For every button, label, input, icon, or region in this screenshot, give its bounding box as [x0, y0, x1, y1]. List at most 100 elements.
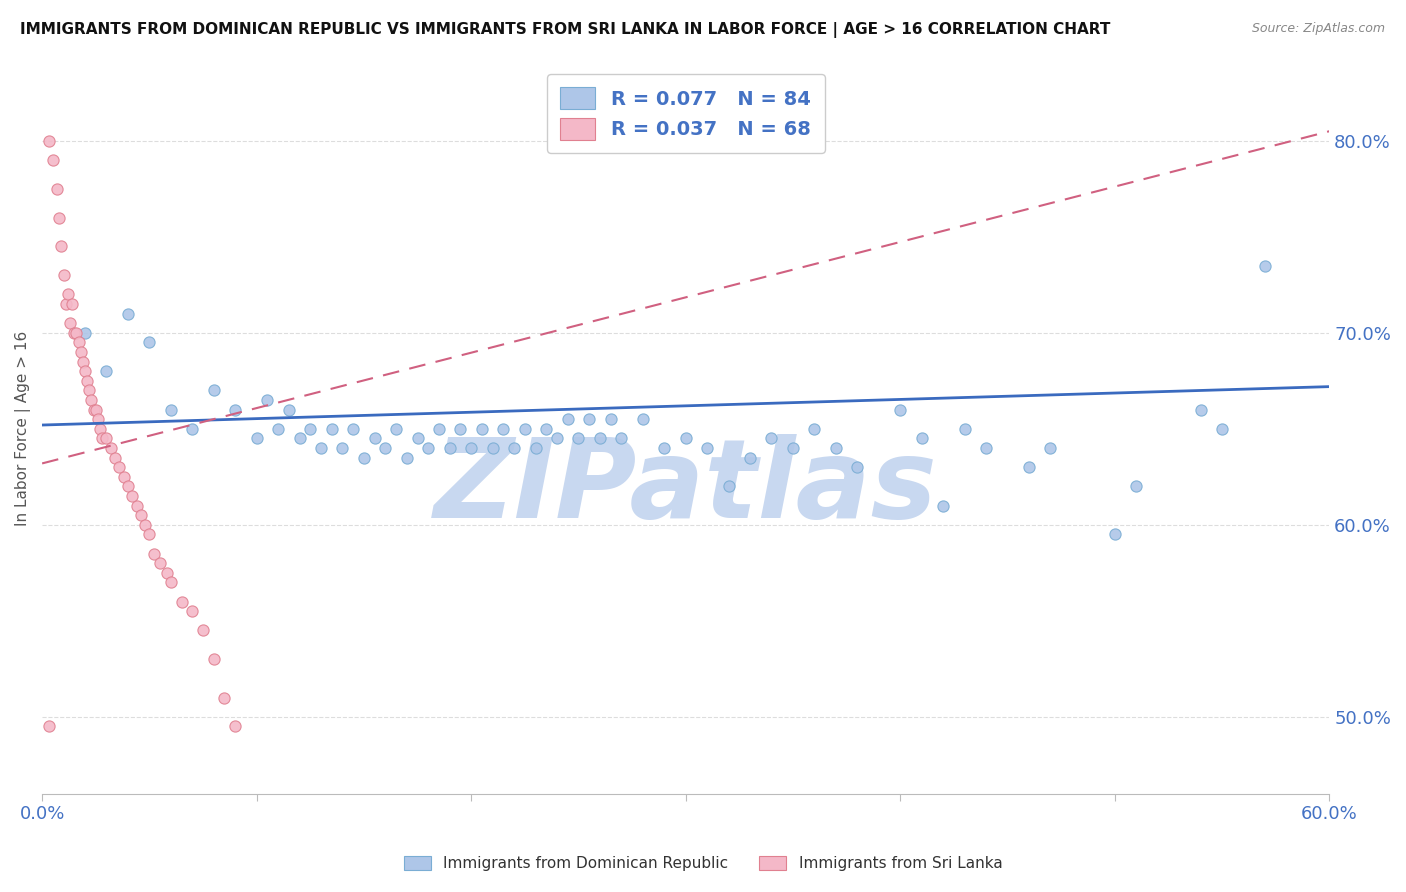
- Point: [589, 432, 612, 446]
- Point: [652, 441, 675, 455]
- Point: [536, 422, 558, 436]
- Point: [439, 441, 461, 455]
- Point: [1211, 422, 1233, 436]
- Point: [675, 432, 697, 446]
- Point: [104, 450, 127, 465]
- Point: [546, 432, 568, 446]
- Point: [79, 384, 101, 398]
- Point: [73, 364, 96, 378]
- Text: Source: ZipAtlas.com: Source: ZipAtlas.com: [1251, 22, 1385, 36]
- Point: [84, 402, 107, 417]
- Point: [80, 393, 103, 408]
- Point: [557, 412, 579, 426]
- Point: [460, 441, 482, 455]
- Point: [67, 335, 90, 350]
- Legend: Immigrants from Dominican Republic, Immigrants from Sri Lanka: Immigrants from Dominican Republic, Immi…: [398, 850, 1008, 877]
- Point: [56, 287, 79, 301]
- Point: [599, 412, 621, 426]
- Point: [89, 422, 111, 436]
- Point: [824, 441, 846, 455]
- Point: [108, 460, 131, 475]
- Point: [427, 422, 450, 436]
- Point: [395, 450, 418, 465]
- Text: ZIPatlas: ZIPatlas: [434, 434, 938, 541]
- Point: [246, 432, 269, 446]
- Point: [159, 402, 181, 417]
- Point: [567, 432, 589, 446]
- Point: [46, 182, 69, 196]
- Point: [803, 422, 825, 436]
- Point: [332, 441, 354, 455]
- Point: [129, 508, 152, 523]
- Point: [631, 412, 654, 426]
- Point: [224, 719, 246, 733]
- Point: [48, 211, 70, 225]
- Point: [155, 566, 177, 580]
- Point: [717, 479, 740, 493]
- Point: [138, 335, 160, 350]
- Point: [256, 393, 278, 408]
- Point: [191, 624, 214, 638]
- Point: [65, 326, 87, 340]
- Point: [1018, 460, 1040, 475]
- Point: [761, 432, 783, 446]
- Point: [38, 134, 60, 148]
- Point: [481, 441, 503, 455]
- Point: [117, 307, 139, 321]
- Point: [52, 268, 75, 283]
- Point: [288, 432, 311, 446]
- Point: [202, 652, 225, 666]
- Point: [309, 441, 332, 455]
- Point: [138, 527, 160, 541]
- Point: [149, 556, 172, 570]
- Point: [125, 499, 148, 513]
- Point: [363, 432, 385, 446]
- Point: [59, 316, 82, 330]
- Point: [471, 422, 494, 436]
- Point: [974, 441, 997, 455]
- Point: [142, 547, 165, 561]
- Point: [83, 402, 105, 417]
- Point: [73, 326, 96, 340]
- Point: [72, 354, 94, 368]
- Point: [889, 402, 911, 417]
- Point: [524, 441, 547, 455]
- Point: [96, 364, 118, 378]
- Point: [91, 432, 114, 446]
- Point: [51, 239, 73, 253]
- Point: [385, 422, 408, 436]
- Point: [353, 450, 375, 465]
- Point: [1189, 402, 1212, 417]
- Point: [159, 575, 181, 590]
- Point: [181, 422, 204, 436]
- Point: [953, 422, 976, 436]
- Point: [277, 402, 299, 417]
- Point: [1125, 479, 1147, 493]
- Point: [911, 432, 934, 446]
- Point: [63, 326, 86, 340]
- Point: [202, 384, 225, 398]
- Legend: R = 0.077   N = 84, R = 0.037   N = 68: R = 0.077 N = 84, R = 0.037 N = 68: [547, 74, 824, 153]
- Point: [578, 412, 600, 426]
- Point: [100, 441, 122, 455]
- Point: [76, 374, 98, 388]
- Point: [1254, 259, 1277, 273]
- Point: [406, 432, 429, 446]
- Y-axis label: In Labor Force | Age > 16: In Labor Force | Age > 16: [15, 331, 31, 526]
- Point: [60, 297, 83, 311]
- Point: [449, 422, 471, 436]
- Point: [214, 690, 236, 705]
- Point: [267, 422, 290, 436]
- Point: [342, 422, 364, 436]
- Point: [503, 441, 526, 455]
- Point: [738, 450, 761, 465]
- Point: [112, 470, 135, 484]
- Point: [374, 441, 396, 455]
- Point: [696, 441, 718, 455]
- Point: [513, 422, 536, 436]
- Point: [38, 719, 60, 733]
- Point: [1039, 441, 1062, 455]
- Point: [224, 402, 246, 417]
- Text: IMMIGRANTS FROM DOMINICAN REPUBLIC VS IMMIGRANTS FROM SRI LANKA IN LABOR FORCE |: IMMIGRANTS FROM DOMINICAN REPUBLIC VS IM…: [20, 22, 1111, 38]
- Point: [87, 412, 110, 426]
